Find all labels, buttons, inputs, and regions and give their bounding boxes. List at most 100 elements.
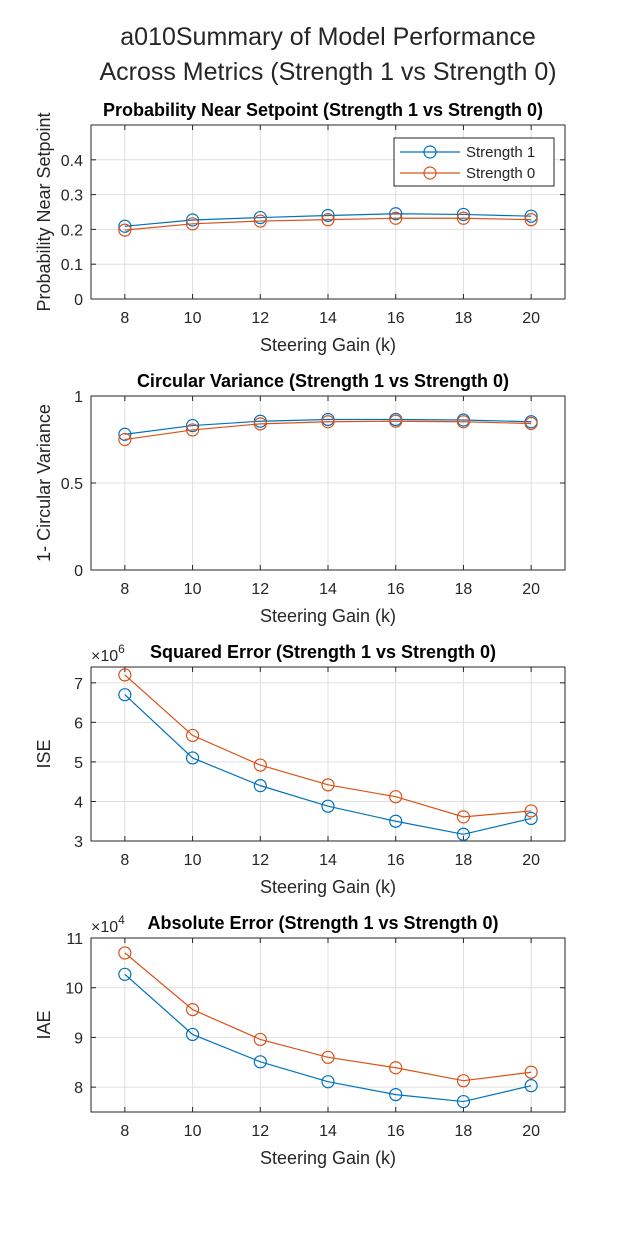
chart-title: Circular Variance (Strength 1 vs Strengt… (137, 371, 509, 391)
x-axis-label: Steering Gain (k) (260, 335, 396, 355)
series-line-strength-1 (124, 213, 532, 227)
series-line-strength-0 (124, 217, 532, 231)
data-point (321, 213, 335, 227)
data-point (253, 779, 267, 793)
x-tick-label: 14 (319, 1123, 337, 1140)
y-tick-label: 0.3 (61, 188, 83, 205)
x-tick-label: 8 (120, 852, 129, 869)
axes-box (90, 937, 566, 1113)
legend-marker (423, 166, 437, 180)
x-tick-label: 12 (251, 581, 269, 598)
data-point (321, 1075, 335, 1089)
data-point (321, 415, 335, 429)
data-point (389, 414, 403, 428)
data-point (524, 811, 538, 826)
x-tick-label: 20 (522, 310, 540, 327)
legend-marker (423, 145, 437, 159)
data-point (253, 1055, 267, 1069)
series-line-strength-1 (124, 694, 532, 835)
data-point (118, 219, 132, 233)
legend-entry: Strength 0 (466, 165, 535, 182)
x-tick-label: 10 (184, 852, 202, 869)
data-point (253, 417, 267, 431)
data-point (118, 432, 132, 447)
x-tick-label: 8 (120, 1123, 129, 1140)
x-tick-label: 16 (387, 1123, 405, 1140)
data-point (321, 208, 335, 223)
x-tick-label: 10 (184, 1123, 202, 1140)
data-point (456, 211, 471, 225)
x-tick-label: 10 (184, 310, 202, 327)
x-tick-label: 18 (455, 1123, 473, 1140)
series-line-strength-0 (124, 674, 532, 818)
data-point (321, 799, 335, 813)
figure-title-line2: Across Metrics (Strength 1 vs Strength 0… (99, 58, 556, 86)
data-point (389, 814, 403, 828)
data-point (456, 810, 471, 824)
data-point (253, 214, 267, 228)
data-point (118, 223, 132, 237)
chart-title: Squared Error (Strength 1 vs Strength 0) (150, 642, 496, 662)
data-point (456, 207, 471, 222)
y-tick-label: 0 (74, 563, 83, 580)
data-point (185, 728, 200, 743)
y-tick-label: 4 (74, 794, 83, 811)
x-axis-label: Steering Gain (k) (260, 1148, 396, 1168)
data-point (524, 804, 538, 818)
y-tick-label: 9 (74, 1030, 83, 1047)
data-point (185, 213, 200, 227)
x-tick-label: 14 (319, 310, 337, 327)
axes-box (90, 124, 566, 300)
x-tick-label: 12 (251, 1123, 269, 1140)
data-point (118, 946, 132, 960)
data-point (389, 207, 403, 221)
x-tick-label: 16 (387, 581, 405, 598)
data-point (456, 827, 471, 841)
y-axis-label: 1- Circular Variance (34, 404, 54, 562)
data-point (321, 1050, 335, 1064)
data-point (456, 1094, 471, 1109)
x-axis-label: Steering Gain (k) (260, 606, 396, 626)
data-point (118, 967, 132, 981)
y-tick-label: 8 (74, 1080, 83, 1097)
x-tick-label: 20 (522, 581, 540, 598)
data-point (456, 1074, 471, 1088)
data-point (524, 1065, 538, 1079)
y-tick-label: 6 (74, 715, 83, 732)
data-point (253, 1032, 267, 1047)
x-tick-label: 18 (455, 852, 473, 869)
chart-panel-1: 8 10 12 14 16 18 20 0 0.1 0.2 0.3 0.4 Probability Ne… (34, 100, 566, 355)
y-tick-label: 0 (74, 292, 83, 309)
x-tick-label: 20 (522, 852, 540, 869)
data-point (253, 758, 267, 772)
chart-panel-2: 8 10 12 14 16 18 20 0 0.5 1 Circular Variance (Str… (34, 371, 566, 626)
chart-title: Probability Near Setpoint (Strength 1 vs… (103, 100, 543, 120)
y-tick-label: 0.5 (61, 476, 83, 493)
chart-panel-4: 8 10 12 14 16 18 20 8 9 10 11 ×104 Absolute Error (S… (34, 913, 566, 1168)
data-point (185, 1002, 200, 1017)
data-point (524, 209, 538, 223)
data-point (389, 1087, 403, 1102)
x-tick-label: 14 (319, 852, 337, 869)
legend-box (393, 137, 555, 187)
y-axis-label: IAE (34, 1010, 54, 1039)
x-tick-label: 10 (184, 581, 202, 598)
data-point (118, 688, 132, 702)
data-point (389, 211, 403, 225)
series-line-strength-0 (124, 952, 532, 1082)
x-tick-label: 8 (120, 581, 129, 598)
y-tick-label: 5 (74, 755, 83, 772)
figure-title-line1: a010Summary of Model Performance (120, 23, 535, 51)
x-tick-label: 16 (387, 852, 405, 869)
legend-entry: Strength 1 (466, 144, 535, 161)
data-point (118, 668, 132, 682)
data-point (524, 416, 538, 431)
x-axis-label: Steering Gain (k) (260, 877, 396, 897)
data-point (253, 210, 267, 225)
x-tick-label: 16 (387, 310, 405, 327)
x-tick-label: 12 (251, 852, 269, 869)
data-point (185, 751, 200, 765)
x-tick-label: 18 (455, 310, 473, 327)
data-point (524, 1079, 538, 1093)
